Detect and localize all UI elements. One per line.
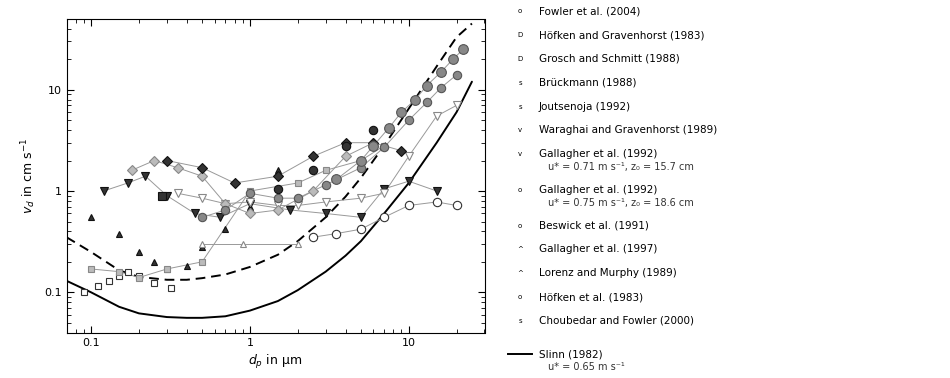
Text: u* = 0.71 m s⁻¹, z₀ = 15.7 cm: u* = 0.71 m s⁻¹, z₀ = 15.7 cm xyxy=(548,162,694,172)
Text: u* = 0.65 m s⁻¹: u* = 0.65 m s⁻¹ xyxy=(548,363,625,372)
Text: s: s xyxy=(519,104,522,110)
Text: Waraghai and Gravenhorst (1989): Waraghai and Gravenhorst (1989) xyxy=(539,125,717,135)
Text: v: v xyxy=(518,151,522,157)
Text: o: o xyxy=(518,8,522,14)
Text: Gallagher et al. (1992): Gallagher et al. (1992) xyxy=(539,149,657,159)
Text: D: D xyxy=(518,56,522,62)
Text: Slinn (1982): Slinn (1982) xyxy=(539,349,602,359)
Text: s: s xyxy=(519,80,522,86)
Text: v: v xyxy=(518,127,522,133)
Text: Fowler et al. (2004): Fowler et al. (2004) xyxy=(539,6,640,16)
Text: D: D xyxy=(518,32,522,38)
Text: u* = 0.75 m s⁻¹, z₀ = 18.6 cm: u* = 0.75 m s⁻¹, z₀ = 18.6 cm xyxy=(548,198,694,208)
Text: Lorenz and Murphy (1989): Lorenz and Murphy (1989) xyxy=(539,268,676,278)
Text: ^: ^ xyxy=(517,246,523,253)
Y-axis label: $v_d$ in cm s$^{-1}$: $v_d$ in cm s$^{-1}$ xyxy=(20,138,38,214)
Text: Gallagher et al. (1997): Gallagher et al. (1997) xyxy=(539,245,657,254)
Text: Grosch and Schmitt (1988): Grosch and Schmitt (1988) xyxy=(539,54,679,64)
Text: Gallagher et al. (1992): Gallagher et al. (1992) xyxy=(539,185,657,195)
Text: o: o xyxy=(518,223,522,229)
Text: ^: ^ xyxy=(517,270,523,276)
X-axis label: $d_p$ in μm: $d_p$ in μm xyxy=(248,353,303,371)
Text: s: s xyxy=(519,318,522,324)
Text: Beswick et al. (1991): Beswick et al. (1991) xyxy=(539,221,649,231)
Text: Höfken and Gravenhorst (1983): Höfken and Gravenhorst (1983) xyxy=(539,30,704,40)
Text: o: o xyxy=(518,187,522,193)
Text: Choubedar and Fowler (2000): Choubedar and Fowler (2000) xyxy=(539,316,694,326)
Text: o: o xyxy=(518,294,522,300)
Text: Höfken et al. (1983): Höfken et al. (1983) xyxy=(539,292,643,302)
Text: Joutsenoja (1992): Joutsenoja (1992) xyxy=(539,102,631,112)
Text: Brückmann (1988): Brückmann (1988) xyxy=(539,78,637,88)
